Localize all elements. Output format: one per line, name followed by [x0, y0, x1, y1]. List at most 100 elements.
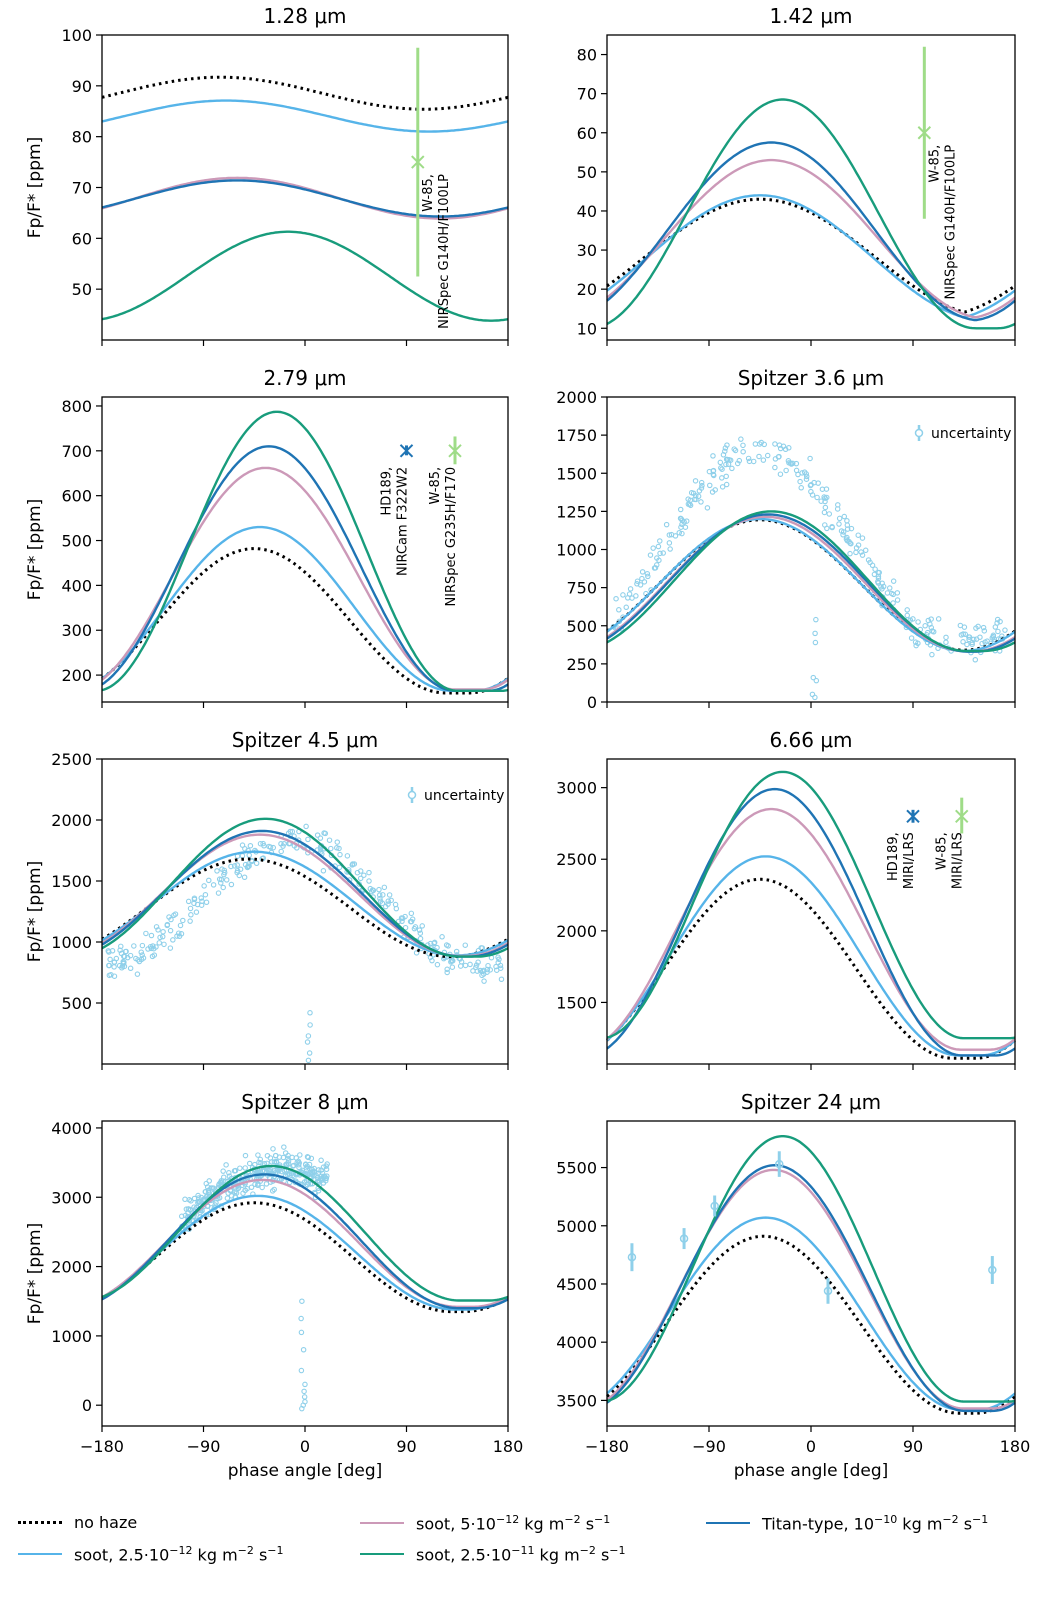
- data-point: [244, 1185, 250, 1192]
- data-point: [736, 457, 743, 464]
- data-point: [821, 509, 828, 516]
- data-point: [495, 959, 501, 966]
- legend-label: Titan-type, 10−10 kg m−2 s−1: [762, 1513, 989, 1534]
- series-line-soot_2_5e_12: [101, 1194, 509, 1311]
- data-point: [666, 540, 673, 546]
- data-point: [865, 557, 872, 563]
- data-point: [498, 976, 505, 982]
- data-point: [443, 942, 450, 948]
- data-point: [475, 959, 481, 965]
- data-point: [317, 846, 324, 852]
- data-point: [298, 1367, 305, 1374]
- series-line-soot_2_5e_12: [101, 99, 509, 133]
- data-point: [655, 543, 662, 550]
- data-point: [858, 549, 864, 555]
- data-point: [322, 1174, 328, 1180]
- y-tick-label: 1500: [556, 464, 597, 483]
- data-point: [457, 963, 464, 969]
- data-point: [145, 946, 151, 952]
- data-point: [242, 1152, 249, 1159]
- series-line-soot_5e_12: [606, 158, 1016, 319]
- y-tick-label: 2000: [51, 1258, 92, 1277]
- data-point: [236, 872, 243, 879]
- y-axis-label: Fp/F* [ppm]: [25, 861, 45, 962]
- y-tick-label: 80: [577, 46, 597, 65]
- data-point: [653, 562, 660, 568]
- data-point: [187, 905, 194, 912]
- data-point: [872, 566, 878, 572]
- data-point: [177, 922, 184, 929]
- data-point: [321, 1173, 327, 1180]
- data-point: [328, 845, 334, 852]
- uncertainty-legend-marker: [407, 790, 417, 800]
- data-point: [349, 862, 356, 868]
- data-point: [361, 872, 367, 878]
- y-tick-label: 600: [61, 487, 92, 506]
- data-point: [278, 848, 284, 855]
- data-point: [127, 965, 134, 972]
- data-point: [710, 1201, 719, 1211]
- data-point: [826, 511, 833, 517]
- data-point: [840, 529, 847, 535]
- data-point: [738, 436, 744, 442]
- data-point: [269, 1188, 276, 1194]
- data-point: [408, 910, 415, 917]
- y-tick-label: 250: [566, 655, 597, 674]
- uncertainty-legend-label: uncertainty: [931, 426, 1011, 442]
- legend-item-soot_2_5e_11: soot, 2.5·10−11 kg m−2 s−1: [360, 1544, 626, 1564]
- data-point: [214, 868, 220, 874]
- data-point: [336, 845, 342, 852]
- data-point: [823, 1286, 833, 1296]
- data-point: [267, 844, 274, 850]
- y-tick-label: 50: [72, 280, 92, 299]
- series-line-soot_2_5e_12: [606, 1216, 1016, 1411]
- data-point: [148, 945, 155, 952]
- y-tick-label: 750: [566, 579, 597, 598]
- y-tick-label: 1750: [556, 426, 597, 445]
- data-point: [462, 942, 469, 948]
- data-point: [188, 912, 194, 918]
- data-point: [982, 639, 988, 645]
- data-point: [732, 447, 739, 454]
- y-tick-label: 0: [587, 693, 597, 712]
- data-point: [679, 1234, 689, 1243]
- legend-swatch: [18, 1521, 62, 1524]
- data-point: [221, 871, 227, 878]
- data-point: [913, 642, 919, 649]
- data-point: [388, 897, 394, 904]
- y-tick-label: 2000: [51, 811, 92, 830]
- data-point: [151, 952, 158, 958]
- data-point: [321, 830, 327, 836]
- y-tick-label: 1500: [51, 872, 92, 891]
- data-point: [270, 1146, 276, 1152]
- data-point: [723, 473, 729, 480]
- data-point: [497, 965, 504, 971]
- data-point: [928, 616, 934, 622]
- data-point: [231, 863, 238, 869]
- data-point: [239, 842, 246, 848]
- data-point: [879, 586, 885, 592]
- data-point: [668, 531, 675, 538]
- data-point: [813, 616, 819, 623]
- data-point: [973, 636, 980, 642]
- data-point: [234, 867, 241, 874]
- data-point: [723, 461, 729, 468]
- data-point: [159, 933, 166, 940]
- data-point: [124, 954, 131, 961]
- data-point: [187, 1207, 193, 1213]
- data-point: [161, 941, 167, 948]
- series-line-no_haze: [606, 1234, 1016, 1415]
- y-tick-label: 2500: [556, 850, 597, 869]
- data-point: [1002, 627, 1008, 633]
- data-point: [644, 571, 651, 577]
- data-point: [412, 924, 419, 930]
- data-point: [301, 1394, 308, 1400]
- legend-item-soot_2_5e_12: soot, 2.5·10−12 kg m−2 s−1: [18, 1544, 284, 1564]
- data-point: [855, 532, 861, 538]
- data-point: [255, 1181, 261, 1187]
- y-tick-label: 30: [577, 241, 597, 260]
- y-tick-label: 4500: [556, 1275, 597, 1294]
- data-point: [354, 869, 361, 876]
- y-tick-label: 4000: [556, 1333, 597, 1352]
- data-point: [215, 890, 222, 896]
